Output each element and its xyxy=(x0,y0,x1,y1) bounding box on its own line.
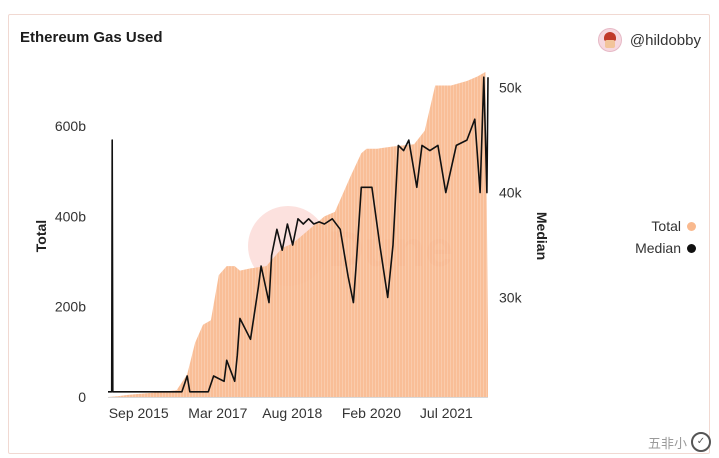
legend-item-total[interactable]: Total xyxy=(620,215,696,237)
chart-title: Ethereum Gas Used xyxy=(20,29,163,46)
y-left-axis-title: Total xyxy=(33,220,49,252)
median-line xyxy=(108,76,489,393)
x-tick-label: Feb 2020 xyxy=(342,405,401,421)
author-handle: @hildobby xyxy=(629,31,701,49)
author-avatar-icon xyxy=(597,28,622,52)
legend-swatch-median xyxy=(687,243,696,253)
x-tick-label: Jul 2021 xyxy=(420,405,473,421)
legend-label-total: Total xyxy=(651,218,681,234)
x-tick-label: Mar 2017 xyxy=(188,405,247,421)
x-tick-label: Aug 2018 xyxy=(262,405,322,421)
y-right-tick-label: 40k xyxy=(499,185,523,201)
author-link[interactable]: @hildobby xyxy=(597,28,701,52)
corner-watermark: 五非小 ✓ xyxy=(648,432,711,452)
check-icon: ✓ xyxy=(691,432,711,452)
legend-label-median: Median xyxy=(635,240,681,256)
legend-swatch-total xyxy=(687,221,696,231)
y-right-tick-label: 50k xyxy=(499,80,523,96)
y-left-tick-label: 0 xyxy=(78,389,86,405)
y-right-axis-title: Median xyxy=(534,212,550,260)
x-tick-label: Sep 2015 xyxy=(109,405,169,421)
legend: Total Median xyxy=(620,215,696,259)
y-left-tick-label: 400b xyxy=(55,208,86,224)
legend-item-median[interactable]: Median xyxy=(620,237,696,259)
corner-watermark-text: 五非小 xyxy=(647,435,687,451)
y-right-tick-label: 30k xyxy=(499,289,523,305)
y-left-tick-label: 200b xyxy=(55,299,86,315)
y-left-tick-label: 600b xyxy=(55,118,86,134)
total-area xyxy=(108,72,488,397)
